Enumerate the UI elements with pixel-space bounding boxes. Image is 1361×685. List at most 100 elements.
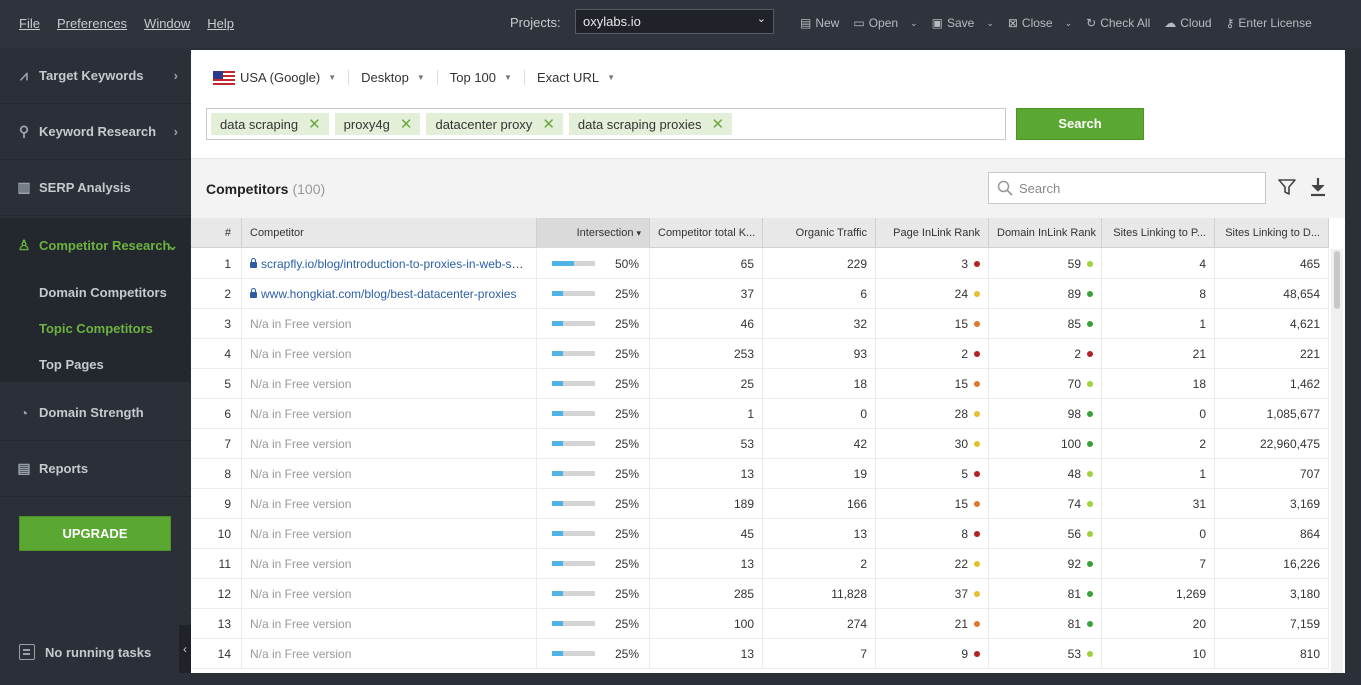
table-row[interactable]: 4 N/a in Free version 25% 253 93 2 2 21 221: [191, 339, 1329, 369]
rank-status-dot: [1087, 350, 1093, 357]
subnav-topic-competitors[interactable]: Topic Competitors: [39, 321, 153, 336]
column-header-domain-inlink-rank[interactable]: Domain InLink Rank: [989, 218, 1102, 248]
table-row[interactable]: 13 N/a in Free version 25% 100 274 21 81 20 7,15…: [191, 609, 1329, 639]
filter-label: Desktop: [361, 70, 409, 85]
toolbar-save-button[interactable]: ▣ Save ⌄: [932, 16, 994, 30]
toolbar-close-button[interactable]: ⊠ Close ⌄: [1008, 16, 1072, 30]
row-index: 9: [191, 489, 242, 519]
subnav-domain-competitors[interactable]: Domain Competitors: [39, 285, 167, 300]
filter-top-100[interactable]: Top 100 ▼: [450, 70, 525, 85]
upgrade-button[interactable]: UPGRADE: [19, 516, 171, 551]
domain-inlink-rank: 56: [989, 519, 1102, 549]
filter-usa-google[interactable]: USA (Google) ▼: [213, 70, 350, 85]
table-row[interactable]: 10 N/a in Free version 25% 45 13 8 56 0 864: [191, 519, 1329, 549]
column-header-sites-linking-to-d[interactable]: Sites Linking to D...: [1215, 218, 1329, 248]
column-header-page-inlink-rank[interactable]: Page InLink Rank: [876, 218, 989, 248]
table-search-input[interactable]: [1019, 181, 1249, 196]
table-row[interactable]: 1 scrapfly.io/blog/introduction-to-proxie…: [191, 249, 1329, 279]
sidebar-item-serp-analysis[interactable]: ▥ SERP Analysis: [0, 160, 190, 216]
table-row[interactable]: 12 N/a in Free version 25% 285 11,828 37 81 1,2…: [191, 579, 1329, 609]
chevron-down-icon: ▼: [328, 73, 337, 82]
row-index-value: 5: [224, 377, 231, 391]
intersection-bar: [552, 651, 595, 656]
row-index: 3: [191, 309, 242, 339]
column-header-intersection[interactable]: Intersection ▾: [537, 218, 650, 248]
download-icon[interactable]: [1309, 177, 1327, 200]
toolbar-open-button[interactable]: ▭ Open ⌄: [853, 16, 917, 30]
toolbar-new-button[interactable]: ▤ New: [800, 16, 839, 30]
competitor-link[interactable]: scrapfly.io/blog/introduction-to-proxies…: [250, 257, 536, 271]
competitor-total-keywords: 53: [650, 429, 763, 459]
sidebar-item-label: Keyword Research: [39, 124, 157, 139]
competitor-total-keywords: 13: [650, 549, 763, 579]
collapse-sidebar-button[interactable]: ‹: [179, 625, 191, 673]
sidebar-item-competitor-research[interactable]: ♙ Competitor Research ⌄: [0, 218, 190, 274]
filter-label: Top 100: [449, 70, 497, 85]
remove-keyword-icon[interactable]: ✕: [308, 116, 321, 133]
table-row[interactable]: 14 N/a in Free version 25% 13 7 9 53 10 810: [191, 639, 1329, 669]
remove-keyword-icon[interactable]: ✕: [711, 116, 725, 133]
table-row[interactable]: 6 N/a in Free version 25% 1 0 28 98 0 1,085,677: [191, 399, 1329, 429]
chevron-down-icon[interactable]: ⌄: [1064, 17, 1073, 28]
menu-preferences[interactable]: Preferences: [56, 16, 128, 31]
sidebar-item-reports[interactable]: ▤ Reports: [0, 441, 190, 497]
subnav-top-pages[interactable]: Top Pages: [39, 357, 104, 372]
page-inlink-rank-value: 21: [954, 617, 968, 631]
menu-window[interactable]: Window: [144, 16, 191, 31]
chevron-down-icon[interactable]: ⌄: [910, 17, 918, 28]
sidebar-item-domain-strength[interactable]: ◔ Domain Strength: [0, 385, 190, 441]
page-inlink-rank: 22: [876, 549, 989, 579]
toolbar-check-all-button[interactable]: ↻ Check All: [1086, 16, 1150, 30]
competitor-total-keywords: 65: [650, 249, 763, 279]
menu-help[interactable]: Help: [207, 16, 235, 31]
table-row[interactable]: 3 N/a in Free version 25% 46 32 15 85 1 4,621: [191, 309, 1329, 339]
sites-linking-to-page-value: 18: [1192, 377, 1206, 391]
column-header-competitor-total-k[interactable]: Competitor total K...: [650, 218, 763, 248]
gauge-icon: ◔: [19, 404, 29, 421]
organic-traffic: 32: [763, 309, 876, 339]
menu-file[interactable]: File: [19, 16, 40, 31]
table-row[interactable]: 9 N/a in Free version 25% 189 166 15 74 31 3,169: [191, 489, 1329, 519]
competitor-cell: N/a in Free version: [242, 639, 537, 669]
search-button[interactable]: Search: [1016, 108, 1144, 140]
sites-linking-to-page: 20: [1102, 609, 1215, 639]
chevron-down-icon[interactable]: ⌄: [986, 17, 994, 28]
remove-keyword-icon[interactable]: ✕: [399, 116, 413, 133]
table-search[interactable]: [988, 172, 1266, 204]
row-index: 7: [191, 429, 242, 459]
table-scrollbar[interactable]: [1331, 249, 1343, 673]
keywords-input[interactable]: data scraping ✕ proxy4g ✕ datacenter proxy ✕ d…: [206, 108, 1006, 140]
toolbar-cloud-button[interactable]: ☁ Cloud: [1164, 16, 1211, 30]
lock-icon: [250, 257, 257, 268]
toolbar-label: New: [815, 16, 840, 30]
running-tasks[interactable]: No running tasks: [19, 644, 151, 660]
row-index-value: 13: [217, 617, 231, 631]
sites-linking-to-page-value: 1,269: [1175, 587, 1206, 601]
table-row[interactable]: 2 www.hongkiat.com/blog/best-datacenter-p…: [191, 279, 1329, 309]
remove-keyword-icon[interactable]: ✕: [542, 116, 555, 133]
table-row[interactable]: 11 N/a in Free version 25% 13 2 22 92 7 16,226: [191, 549, 1329, 579]
column-header-sites-linking-to-p[interactable]: Sites Linking to P...: [1102, 218, 1215, 248]
column-header-index[interactable]: #: [191, 218, 242, 248]
competitor-total-keywords-value: 100: [733, 617, 754, 631]
filter-exact-url[interactable]: Exact URL ▼: [537, 70, 627, 85]
toolbar-enter-license-button[interactable]: ⚷ Enter License: [1226, 16, 1312, 30]
table-row[interactable]: 7 N/a in Free version 25% 53 42 30 100 2 22,960,…: [191, 429, 1329, 459]
sidebar-item-keyword-research[interactable]: ⚲ Keyword Research ›: [0, 104, 190, 160]
competitor-cell: N/a in Free version: [242, 459, 537, 489]
intersection-cell: 25%: [537, 489, 650, 519]
page-inlink-rank-value: 22: [954, 557, 968, 571]
scrollbar-thumb[interactable]: [1334, 251, 1340, 309]
column-header-competitor[interactable]: Competitor: [242, 218, 537, 248]
table-row[interactable]: 5 N/a in Free version 25% 25 18 15 70 18 1,462: [191, 369, 1329, 399]
filter-desktop[interactable]: Desktop ▼: [361, 70, 438, 85]
project-select[interactable]: oxylabs.io ⌄: [575, 9, 774, 34]
top-bar: File Preferences Window Help Projects: o…: [0, 0, 1361, 48]
competitor-link[interactable]: www.hongkiat.com/blog/best-datacenter-pr…: [250, 287, 516, 301]
column-header-organic-traffic[interactable]: Organic Traffic: [763, 218, 876, 248]
sidebar-item-target-keywords[interactable]: ⩘ Target Keywords ›: [0, 48, 190, 104]
save-icon: ▣: [931, 16, 943, 30]
intersection-cell: 25%: [537, 609, 650, 639]
table-row[interactable]: 8 N/a in Free version 25% 13 19 5 48 1 707: [191, 459, 1329, 489]
filter-icon[interactable]: [1278, 178, 1296, 199]
